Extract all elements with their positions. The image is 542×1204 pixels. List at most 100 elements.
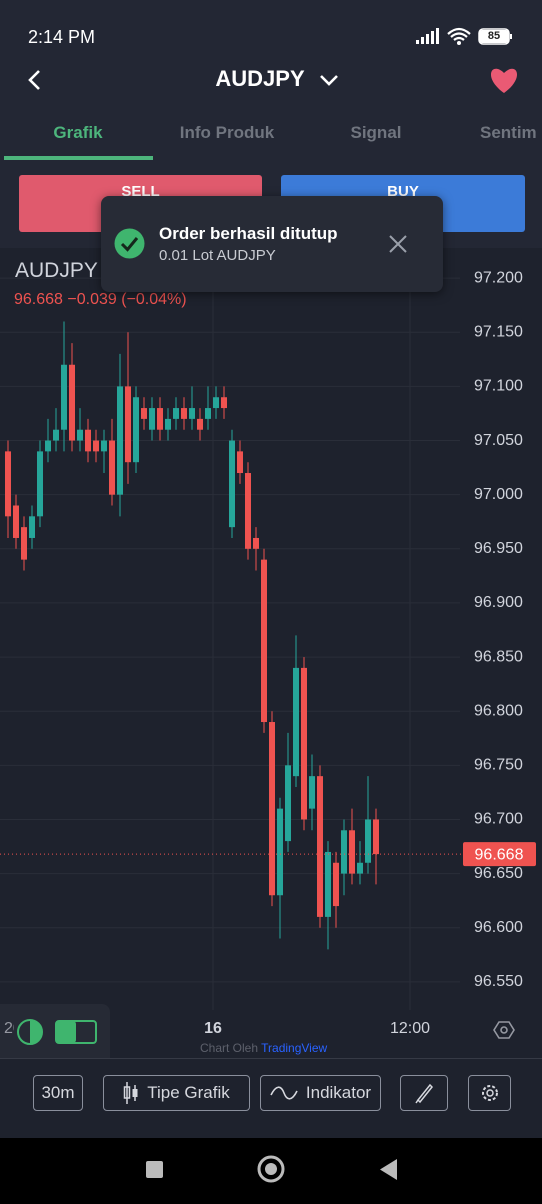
y-tick-label: 97.150 [474, 323, 523, 340]
candle-body [373, 819, 379, 855]
credit: Chart Oleh TradingView [200, 1041, 327, 1055]
status-icons [416, 27, 512, 45]
candle-body [237, 451, 243, 474]
candle-body [165, 418, 171, 430]
candle-body [261, 559, 267, 723]
candle-body [141, 408, 147, 419]
tab-indicator [4, 156, 153, 160]
candle-body [205, 408, 211, 419]
candle-body [109, 440, 115, 495]
quote-line: 96.668 −0.039 (−0.04%) [14, 291, 187, 309]
y-tick-label: 97.200 [474, 269, 523, 286]
x-tick-label: 20 [4, 1020, 14, 1037]
chart-control-icons [17, 1019, 97, 1045]
candle-body [5, 451, 11, 517]
buy-label: BUY [387, 183, 419, 200]
candle-body [293, 667, 299, 777]
credit-prefix: Chart Oleh [200, 1041, 259, 1055]
candle-body [253, 537, 259, 549]
toast-title: Order berhasil ditutup [159, 224, 338, 243]
chart-symbol: AUDJPY [15, 259, 98, 282]
y-tick-label: 96.950 [474, 540, 523, 557]
interval-button[interactable]: 30m [33, 1075, 83, 1111]
candle-body [341, 830, 347, 874]
change: −0.039 [67, 291, 117, 308]
nav-icons [146, 1155, 397, 1183]
candle-body [301, 667, 307, 820]
candle-body [149, 408, 155, 430]
indicator: Indikator [305, 1083, 372, 1102]
y-tick-label: 97.050 [474, 432, 523, 449]
x-tick-label: 12:00 [389, 1020, 431, 1037]
candle-body [325, 851, 331, 917]
x-tick-label: 16 [204, 1020, 222, 1037]
y-tick-label: 96.800 [474, 702, 523, 719]
symbol: AUDJPY [215, 66, 305, 91]
pen-icon [415, 1083, 434, 1104]
y-tick-label: 96.750 [474, 757, 523, 774]
back-button[interactable] [24, 68, 46, 92]
candle-body [69, 364, 75, 441]
candle-body [37, 451, 43, 517]
candle-body [213, 397, 219, 409]
candle-body [189, 408, 195, 419]
gear-icon [481, 1085, 498, 1101]
candle-body [285, 765, 291, 842]
tab[interactable]: Grafik [53, 123, 103, 142]
dropdown-icon[interactable] [318, 70, 340, 90]
candle-body [365, 819, 371, 863]
candle-body [269, 722, 275, 896]
top-area [0, 0, 542, 160]
y-tick-label: 96.900 [474, 594, 523, 611]
candle-body [133, 397, 139, 463]
y-tick-label: 96.600 [474, 919, 523, 936]
battery-level: 85 [479, 30, 509, 43]
candle-body [181, 408, 187, 419]
toast-close[interactable] [388, 234, 408, 254]
candle-body [93, 440, 99, 452]
candle-body [317, 776, 323, 917]
price: 96.668 [14, 291, 63, 308]
candle-body [197, 418, 203, 430]
candle-body [77, 429, 83, 441]
draw-button[interactable] [400, 1075, 448, 1111]
settings-axis-icon[interactable] [493, 1020, 515, 1040]
candle-body [277, 808, 283, 896]
candle-body [61, 364, 67, 430]
change-pct: (−0.04%) [121, 291, 187, 308]
last-price-label: 96.668 [475, 846, 524, 863]
credit-brand[interactable]: TradingView [261, 1041, 328, 1055]
toast: Order berhasil ditutup 0.01 Lot AUDJPY [101, 196, 443, 292]
wave-icon [270, 1086, 298, 1100]
candle-body [229, 440, 235, 528]
status-time: 2:14 PM [28, 27, 96, 47]
candle-body [221, 397, 227, 409]
candle-body [29, 516, 35, 538]
candle-body [245, 473, 251, 549]
chart: 97.200 97.150 97.100 97.050 97.000 96.950 96.9… [0, 250, 536, 1010]
y-tick-label: 96.850 [474, 648, 523, 665]
tab[interactable]: Signal [350, 123, 402, 142]
indicator-button[interactable]: Indikator [260, 1075, 381, 1111]
candle-body [45, 440, 51, 452]
favorite-icon[interactable] [488, 65, 520, 95]
candle-body [53, 429, 59, 441]
y-tick-label: 97.100 [474, 378, 523, 395]
header-title[interactable]: AUDJPY [0, 66, 520, 92]
candle-icon [123, 1082, 138, 1104]
settings-button[interactable] [468, 1075, 511, 1111]
candle-body [101, 440, 107, 452]
tab[interactable]: Info Produk [179, 123, 275, 142]
candle-body [333, 862, 339, 907]
toolbar [0, 1058, 542, 1139]
candle-body [85, 429, 91, 452]
candle-body [349, 830, 355, 874]
interval: 30m [41, 1083, 75, 1102]
toast-subtitle: 0.01 Lot AUDJPY [159, 247, 276, 264]
candle-body [21, 527, 27, 560]
chart-type-button[interactable]: Tipe Grafik [103, 1075, 250, 1111]
tab[interactable]: Sentim [480, 123, 537, 142]
sell-label: SELL [121, 183, 160, 200]
candle-body [13, 505, 19, 538]
